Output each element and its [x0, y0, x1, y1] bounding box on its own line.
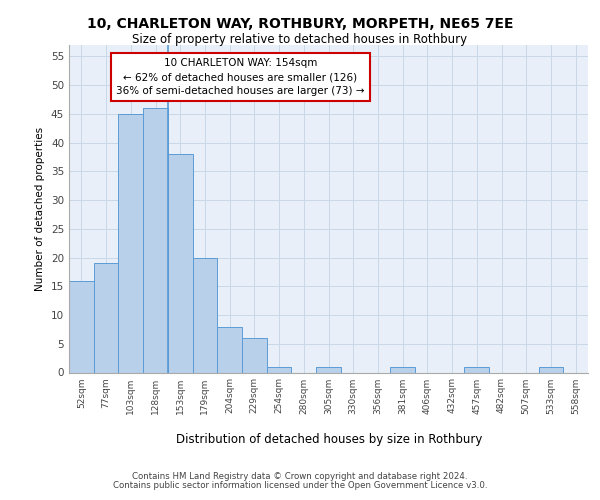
Bar [118, 114, 143, 372]
Text: Distribution of detached houses by size in Rothbury: Distribution of detached houses by size … [176, 432, 482, 446]
Bar [193, 258, 217, 372]
Bar [539, 367, 563, 372]
Text: 10, CHARLETON WAY, ROTHBURY, MORPETH, NE65 7EE: 10, CHARLETON WAY, ROTHBURY, MORPETH, NE… [87, 18, 513, 32]
Text: 10 CHARLETON WAY: 154sqm
← 62% of detached houses are smaller (126)
36% of semi-: 10 CHARLETON WAY: 154sqm ← 62% of detach… [116, 58, 365, 96]
Bar [69, 280, 94, 372]
Bar [94, 264, 118, 372]
Bar [168, 154, 193, 372]
Bar [242, 338, 267, 372]
Bar [316, 367, 341, 372]
Bar [464, 367, 489, 372]
Bar [267, 367, 292, 372]
Bar [217, 326, 242, 372]
Text: Contains HM Land Registry data © Crown copyright and database right 2024.: Contains HM Land Registry data © Crown c… [132, 472, 468, 481]
Text: Size of property relative to detached houses in Rothbury: Size of property relative to detached ho… [133, 32, 467, 46]
Y-axis label: Number of detached properties: Number of detached properties [35, 126, 46, 291]
Text: Contains public sector information licensed under the Open Government Licence v3: Contains public sector information licen… [113, 481, 487, 490]
Bar [390, 367, 415, 372]
Bar [143, 108, 168, 372]
